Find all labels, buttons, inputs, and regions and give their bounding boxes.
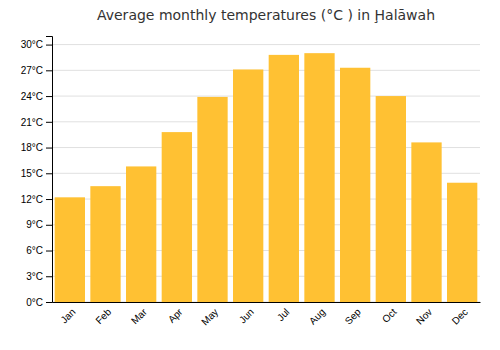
x-tick-label: Jan: [58, 306, 77, 325]
bar: [126, 166, 156, 302]
y-tick: 6°C: [26, 245, 52, 256]
x-tick: Jul: [275, 306, 292, 323]
y-tick-mark: [46, 276, 52, 277]
title: Average monthly temperatures (°C ) in Ḩa…: [97, 7, 435, 23]
y-tick-mark: [46, 45, 52, 46]
y-axis: 0°C 3°C 6°C 9°C 12°C 15°C 18°C 21°C 24°C 27°C 30°C: [21, 37, 53, 308]
y-tick: 12°C: [21, 194, 52, 205]
y-tick-label: 21°C: [21, 117, 43, 128]
y-tick: 30°C: [21, 39, 52, 50]
y-tick-label: 3°C: [26, 271, 43, 282]
bar: [55, 197, 85, 302]
y-tick: 24°C: [21, 91, 52, 102]
x-tick-label: Sep: [343, 306, 364, 327]
x-tick-label: Feb: [93, 306, 113, 326]
y-tick-mark: [46, 302, 52, 303]
x-tick: Apr: [166, 306, 185, 325]
y-tick-mark: [46, 199, 52, 200]
y-tick-mark: [46, 173, 52, 174]
bar: [376, 96, 406, 302]
bar: [447, 183, 477, 302]
chart: Average monthly temperatures (°C ) in Ḩa…: [0, 0, 500, 350]
y-tick-mark: [46, 148, 52, 149]
y-tick-label: 9°C: [26, 219, 43, 230]
bar: [304, 53, 334, 302]
y-tick-label: 0°C: [26, 297, 43, 308]
x-tick: Jan: [58, 306, 77, 325]
y-axis-line: [46, 37, 53, 303]
x-tick-label: May: [199, 306, 220, 327]
y-tick: 18°C: [21, 142, 52, 153]
x-tick-label: Nov: [414, 306, 434, 326]
y-tick-mark: [46, 70, 52, 71]
x-tick: Feb: [93, 306, 113, 326]
x-tick: Sep: [343, 306, 364, 327]
plot: 0°C 3°C 6°C 9°C 12°C 15°C 18°C 21°C 24°C 27°C 30°C…: [21, 37, 481, 328]
x-tick-label: Jun: [237, 306, 256, 325]
x-axis: Jan Feb Mar Apr May Jun Jul Aug Sep Oct Nov Dec: [53, 303, 481, 328]
bar: [197, 97, 227, 302]
y-tick-label: 15°C: [21, 168, 43, 179]
y-tick: 3°C: [26, 271, 52, 282]
x-tick: Dec: [450, 306, 470, 326]
x-tick: Aug: [307, 306, 327, 326]
y-tick-mark: [46, 225, 52, 226]
bar: [340, 68, 370, 302]
x-tick: Jun: [237, 306, 256, 325]
y-tick-label: 24°C: [21, 91, 43, 102]
y-tick: 15°C: [21, 168, 52, 179]
grid: [52, 45, 480, 302]
y-tick: 0°C: [26, 297, 52, 308]
y-tick-label: 6°C: [26, 245, 43, 256]
x-tick: Oct: [380, 306, 399, 325]
x-tick-label: Jul: [275, 306, 292, 323]
x-tick: Mar: [129, 306, 149, 326]
y-tick: 21°C: [21, 117, 52, 128]
bar: [233, 69, 263, 302]
y-tick: 9°C: [26, 219, 52, 230]
grid-line: [52, 121, 480, 122]
grid-line: [52, 70, 480, 71]
x-tick: Nov: [414, 306, 434, 326]
bar: [90, 186, 120, 302]
y-tick: 27°C: [21, 65, 52, 76]
y-tick-label: 30°C: [21, 39, 43, 50]
y-tick-mark: [46, 251, 52, 252]
grid-line: [52, 44, 480, 45]
y-tick-label: 12°C: [21, 194, 43, 205]
x-tick-label: Dec: [450, 306, 470, 326]
x-axis-line: [53, 302, 481, 303]
bar: [162, 132, 192, 302]
bar: [269, 55, 299, 302]
x-tick-label: Apr: [166, 306, 185, 325]
x-tick: May: [199, 306, 220, 327]
bar: [411, 142, 441, 302]
y-tick-mark: [46, 122, 52, 123]
y-tick-mark: [46, 96, 52, 97]
grid-line: [52, 96, 480, 97]
x-tick-label: Oct: [380, 306, 399, 325]
y-tick-label: 18°C: [21, 142, 43, 153]
bars: [55, 53, 478, 302]
y-tick-label: 27°C: [21, 65, 43, 76]
x-tick-label: Aug: [307, 306, 327, 326]
x-tick-label: Mar: [129, 306, 149, 326]
